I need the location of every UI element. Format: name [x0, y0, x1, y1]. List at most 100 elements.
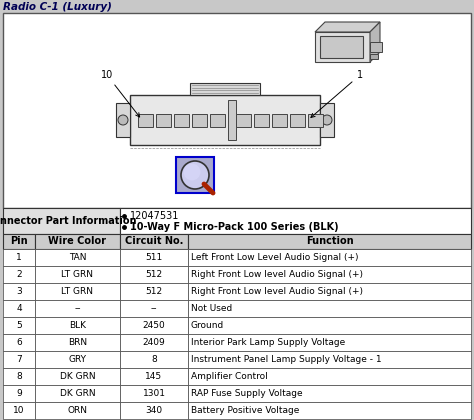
Bar	[188, 334, 471, 351]
Text: Connector Part Information: Connector Part Information	[0, 216, 137, 226]
Bar	[130, 95, 320, 145]
Text: 7: 7	[16, 355, 22, 364]
Text: 5: 5	[16, 321, 22, 330]
Text: Ground: Ground	[191, 321, 224, 330]
Bar	[120, 317, 188, 334]
Text: Right Front Low level Audio Signal (+): Right Front Low level Audio Signal (+)	[191, 287, 363, 296]
Bar	[320, 36, 363, 58]
Bar	[120, 385, 188, 402]
Text: 9: 9	[16, 389, 22, 398]
Bar	[120, 368, 188, 385]
Text: 1301: 1301	[143, 389, 165, 398]
Bar	[188, 402, 471, 419]
Bar	[210, 113, 225, 126]
Text: 10: 10	[13, 406, 25, 415]
Text: 6: 6	[16, 338, 22, 347]
Text: Pin: Pin	[10, 236, 28, 247]
Text: Instrument Panel Lamp Supply Voltage - 1: Instrument Panel Lamp Supply Voltage - 1	[191, 355, 382, 364]
Bar	[188, 385, 471, 402]
Bar	[3, 208, 120, 234]
Bar	[35, 266, 120, 283]
Circle shape	[118, 115, 128, 125]
Text: 1: 1	[311, 70, 363, 118]
Bar	[120, 249, 188, 266]
Text: 8: 8	[16, 372, 22, 381]
Text: Radio C-1 (Luxury): Radio C-1 (Luxury)	[3, 2, 112, 12]
Text: 2409: 2409	[143, 338, 165, 347]
Text: 511: 511	[146, 253, 163, 262]
Text: TAN: TAN	[69, 253, 86, 262]
Bar	[35, 351, 120, 368]
Bar	[190, 83, 260, 95]
Bar	[3, 13, 471, 208]
Bar	[192, 113, 207, 126]
Bar	[3, 249, 35, 266]
Text: 512: 512	[146, 287, 163, 296]
Text: 2: 2	[16, 270, 22, 279]
Text: --: --	[151, 304, 157, 313]
Bar	[272, 113, 287, 126]
Bar	[35, 300, 120, 317]
Bar	[308, 113, 323, 126]
Text: Wire Color: Wire Color	[48, 236, 107, 247]
Bar	[188, 317, 471, 334]
Bar	[120, 283, 188, 300]
Text: RAP Fuse Supply Voltage: RAP Fuse Supply Voltage	[191, 389, 302, 398]
Text: 2450: 2450	[143, 321, 165, 330]
Text: 340: 340	[146, 406, 163, 415]
Polygon shape	[315, 22, 380, 32]
Bar	[35, 334, 120, 351]
Text: 10-Way F Micro-Pack 100 Series (BLK): 10-Way F Micro-Pack 100 Series (BLK)	[130, 222, 338, 232]
Bar	[3, 368, 35, 385]
Text: DK GRN: DK GRN	[60, 372, 95, 381]
Bar	[120, 402, 188, 419]
Bar	[3, 317, 35, 334]
Bar	[3, 234, 35, 249]
Bar	[116, 103, 130, 137]
Bar	[120, 334, 188, 351]
Text: 3: 3	[16, 287, 22, 296]
Bar	[3, 402, 35, 419]
Bar	[35, 283, 120, 300]
Bar	[290, 113, 305, 126]
Bar	[138, 113, 153, 126]
Bar	[3, 334, 35, 351]
Bar	[228, 100, 236, 140]
Text: Not Used: Not Used	[191, 304, 232, 313]
Text: DK GRN: DK GRN	[60, 389, 95, 398]
Bar	[3, 351, 35, 368]
Polygon shape	[370, 22, 380, 62]
Bar	[188, 300, 471, 317]
Bar	[188, 368, 471, 385]
Text: 8: 8	[151, 355, 157, 364]
Bar	[236, 113, 251, 126]
Bar	[254, 113, 269, 126]
Text: Battery Positive Voltage: Battery Positive Voltage	[191, 406, 300, 415]
Text: --: --	[74, 304, 81, 313]
Bar	[370, 54, 378, 59]
Bar	[35, 402, 120, 419]
Circle shape	[181, 161, 209, 189]
Circle shape	[183, 164, 201, 181]
Bar	[35, 368, 120, 385]
Bar	[3, 266, 35, 283]
Bar	[174, 113, 189, 126]
Text: Interior Park Lamp Supply Voltage: Interior Park Lamp Supply Voltage	[191, 338, 345, 347]
Bar	[188, 351, 471, 368]
Bar	[35, 317, 120, 334]
Bar	[35, 385, 120, 402]
Bar	[120, 351, 188, 368]
Bar	[156, 113, 171, 126]
Bar	[320, 103, 334, 137]
Bar	[188, 266, 471, 283]
Bar	[120, 300, 188, 317]
Bar	[370, 42, 382, 52]
Bar	[3, 300, 35, 317]
Text: Left Front Low Level Audio Signal (+): Left Front Low Level Audio Signal (+)	[191, 253, 358, 262]
Bar	[120, 234, 188, 249]
Text: Function: Function	[306, 236, 353, 247]
Bar	[35, 249, 120, 266]
Circle shape	[322, 115, 332, 125]
Bar	[35, 234, 120, 249]
Bar	[3, 283, 35, 300]
